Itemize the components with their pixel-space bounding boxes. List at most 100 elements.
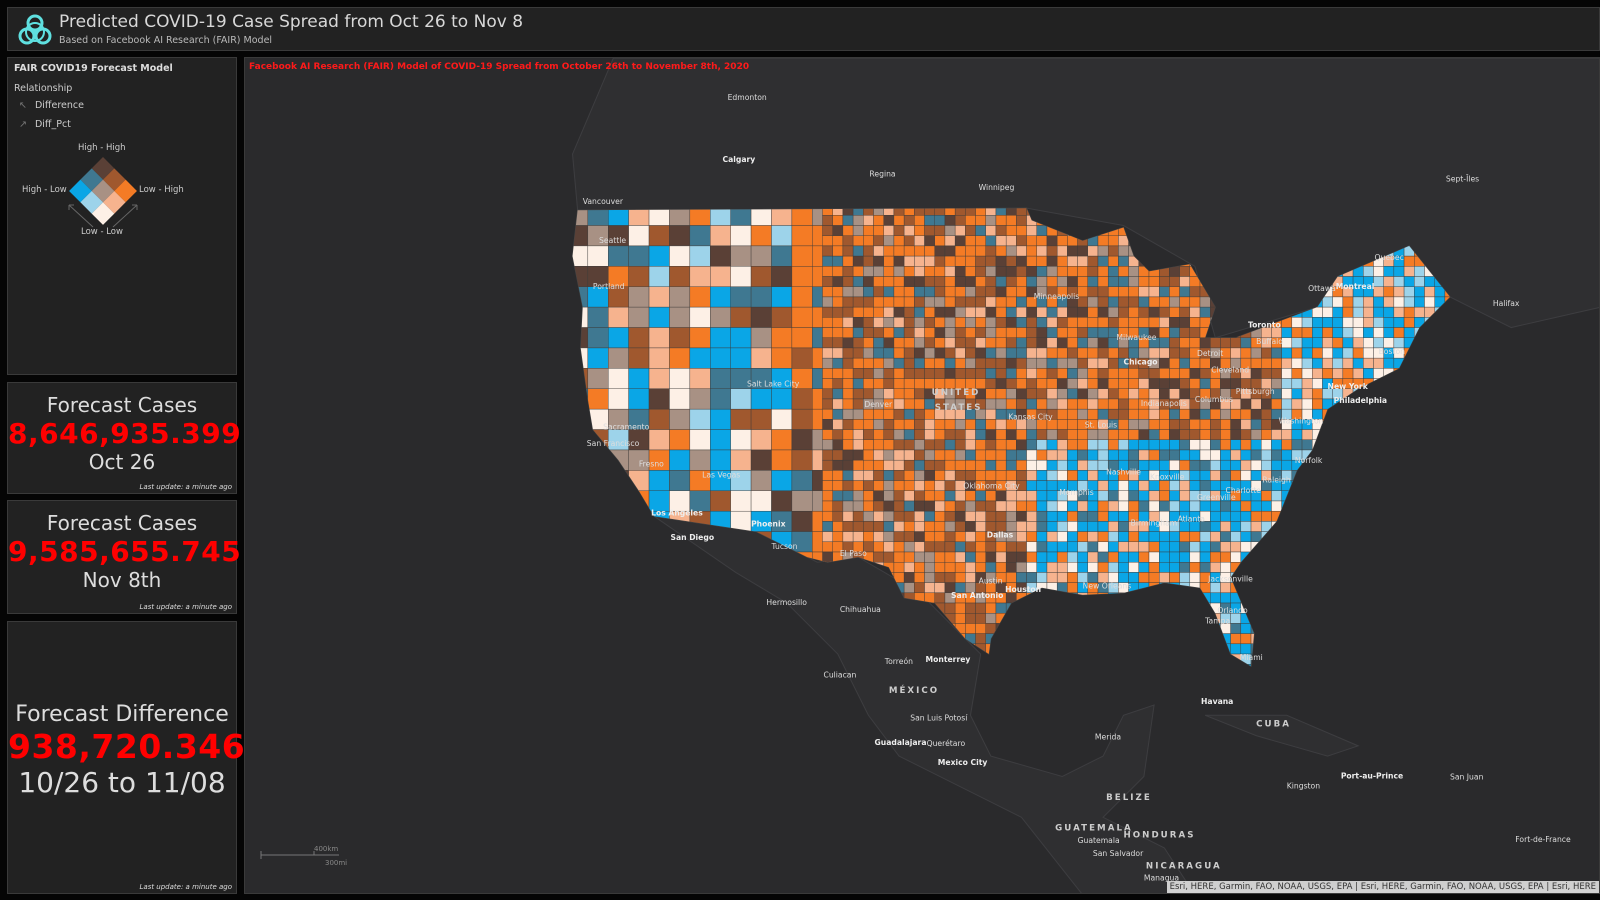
- county-cell: [822, 225, 833, 236]
- county-cell: [1179, 368, 1191, 379]
- county-cell: [822, 276, 833, 287]
- county-cell: [1118, 510, 1129, 522]
- county-cell: [1322, 337, 1333, 349]
- county-cell: [954, 500, 966, 512]
- city-label: Tampa: [1204, 616, 1230, 625]
- county-cell: [1026, 531, 1037, 543]
- county-cell: [1056, 419, 1068, 430]
- county-cell: [1240, 470, 1252, 481]
- county-cell: [863, 459, 874, 471]
- county-cell: [1281, 327, 1293, 338]
- county-cell: [1189, 306, 1201, 318]
- county-cell: [863, 296, 874, 308]
- county-cell: [608, 306, 629, 328]
- county-cell: [771, 408, 793, 430]
- county-cell: [1067, 572, 1078, 583]
- county-cell: [852, 276, 864, 287]
- map-view[interactable]: Facebook AI Research (FAIR) Model of COV…: [244, 57, 1600, 894]
- county-cell: [914, 500, 925, 512]
- county-cell: [975, 255, 986, 267]
- county-cell: [1077, 429, 1088, 440]
- county-cell: [832, 245, 844, 257]
- county-cell: [1138, 449, 1150, 461]
- county-cell: [975, 449, 986, 461]
- county-cell: [1148, 490, 1160, 502]
- county-cell: [924, 551, 935, 563]
- county-cell: [1016, 266, 1027, 277]
- county-cell: [791, 266, 813, 287]
- county-cell: [975, 439, 986, 451]
- county-cell: [1138, 378, 1150, 389]
- county-cell: [965, 255, 976, 267]
- county-cell: [1118, 480, 1129, 491]
- county-cell: [944, 296, 956, 308]
- county-cell: [1240, 398, 1252, 410]
- county-cell: [1005, 255, 1017, 267]
- county-cell: [1046, 378, 1058, 389]
- county-cell: [863, 368, 874, 379]
- county-cell: [995, 276, 1007, 287]
- city-label: Cleveland: [1211, 365, 1249, 374]
- county-cell: [1261, 419, 1272, 430]
- county-cell: [832, 388, 844, 400]
- county-cell: [893, 215, 905, 226]
- county-cell: [1097, 449, 1109, 461]
- county-cell: [1067, 562, 1078, 573]
- county-cell: [1005, 562, 1017, 573]
- county-cell: [1128, 276, 1140, 287]
- county-cell: [924, 408, 935, 420]
- county-cell: [883, 255, 895, 267]
- county-cell: [1383, 317, 1395, 328]
- county-cell: [873, 357, 884, 369]
- county-cell: [1016, 388, 1027, 400]
- county-cell: [1230, 439, 1242, 451]
- county-cell: [1403, 286, 1415, 298]
- county-cell: [965, 276, 976, 287]
- county-cell: [934, 551, 946, 563]
- county-cell: [965, 439, 976, 451]
- county-cell: [1179, 419, 1191, 430]
- county-cell: [852, 317, 864, 328]
- county-cell: [975, 276, 986, 287]
- county-cell: [1148, 500, 1160, 512]
- county-cell: [893, 419, 905, 430]
- county-cell: [1210, 378, 1221, 389]
- county-cell: [1107, 521, 1119, 532]
- county-cell: [944, 225, 956, 236]
- county-cell: [1352, 347, 1364, 359]
- county-cell: [954, 551, 966, 563]
- county-cell: [852, 235, 864, 247]
- county-cell: [1301, 398, 1313, 410]
- county-cell: [995, 429, 1007, 440]
- county-cell: [1097, 347, 1109, 359]
- county-cell: [1046, 551, 1058, 563]
- county-cell: [1087, 531, 1099, 543]
- county-cell: [1210, 480, 1221, 491]
- map-canvas[interactable]: EdmontonCalgaryReginaWinnipegVancouverSe…: [245, 58, 1600, 894]
- county-cell: [1322, 296, 1333, 308]
- county-cell: [842, 347, 854, 359]
- county-cell: [914, 562, 925, 573]
- county-cell: [730, 408, 752, 430]
- county-cell: [985, 368, 997, 379]
- county-cell: [1148, 368, 1160, 379]
- county-cell: [1158, 419, 1170, 430]
- county-cell: [1250, 357, 1262, 369]
- county-cell: [975, 327, 986, 338]
- county-cell: [975, 521, 986, 532]
- county-cell: [1077, 398, 1088, 410]
- map-attribution: Esri, HERE, Garmin, FAO, NOAA, USGS, EPA…: [1166, 881, 1599, 893]
- county-cell: [1128, 449, 1140, 461]
- county-cell: [852, 388, 864, 400]
- county-cell: [832, 276, 844, 287]
- county-cell: [934, 368, 946, 379]
- county-cell: [648, 225, 670, 247]
- county-cell: [903, 337, 915, 349]
- county-cell: [608, 388, 629, 410]
- county-cell: [1301, 439, 1313, 451]
- county-cell: [1179, 266, 1191, 277]
- county-cell: [1107, 245, 1119, 257]
- county-cell: [1403, 255, 1415, 267]
- county-cell: [1056, 449, 1068, 461]
- county-cell: [975, 306, 986, 318]
